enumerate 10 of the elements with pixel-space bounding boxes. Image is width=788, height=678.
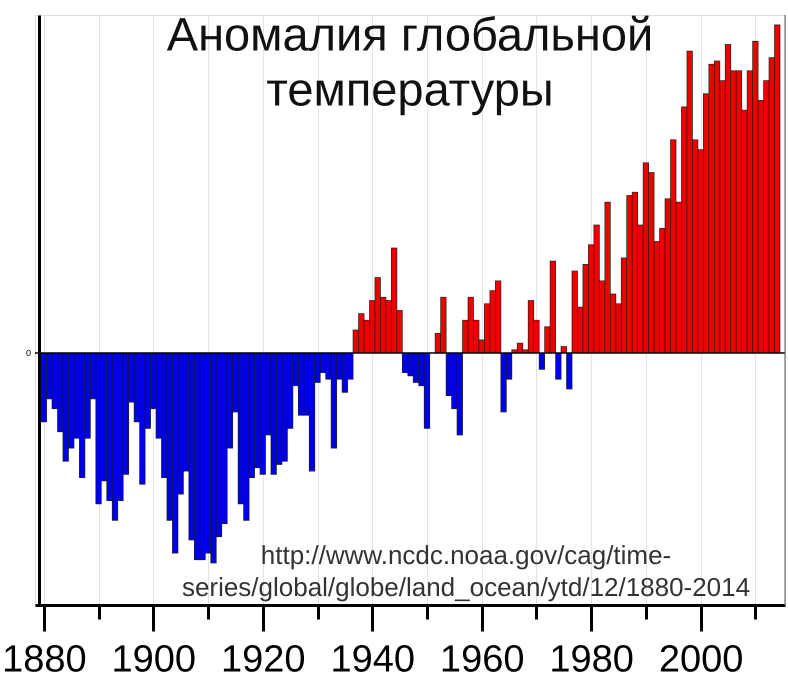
- x-tick-label: 1980: [549, 638, 634, 678]
- annotation: http://www.ncdc.noaa.gov/cag/time- series/global/globe/land_ocean/ytd/12/1880-2014: [182, 540, 750, 602]
- x-tick-label: 1940: [330, 638, 416, 678]
- x-tick-label: 1900: [112, 638, 196, 678]
- ref-line-label: 0: [26, 348, 31, 358]
- x-tick-label: 1960: [440, 638, 524, 678]
- x-tick-label: 2000: [658, 638, 744, 678]
- chart-title: Аномалия глобальной температуры: [166, 8, 654, 116]
- x-tick-label: 1880: [2, 638, 87, 678]
- x-tick-label: 1920: [220, 638, 306, 678]
